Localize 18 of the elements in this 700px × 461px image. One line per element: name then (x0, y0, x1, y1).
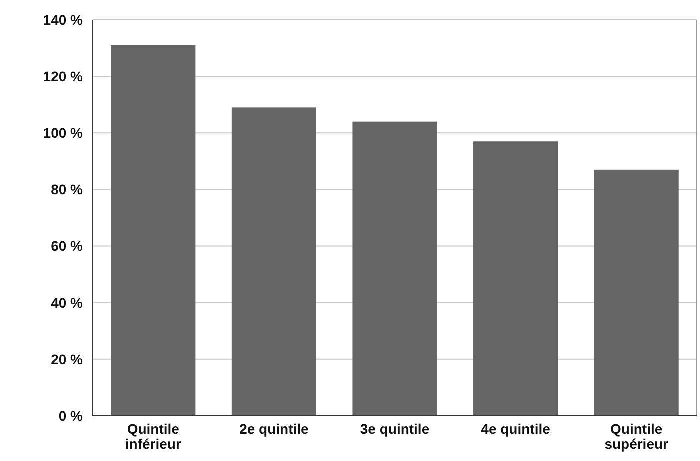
bar (232, 108, 316, 416)
y-tick-label: 40 % (51, 294, 84, 311)
y-tick-label: 140 % (43, 12, 84, 28)
y-tick-label: 80 % (51, 182, 84, 198)
x-tick-label: 2e quintile (240, 421, 310, 437)
x-tick-label: Quintile inférieur (125, 421, 182, 452)
bar (594, 170, 679, 416)
x-tick-label: Quintile supérieur (604, 421, 670, 452)
bar (111, 45, 196, 416)
bar (352, 122, 438, 416)
y-tick-label: 100 % (43, 125, 84, 142)
y-tick-label: 0 % (58, 408, 84, 424)
x-tick-label: 4e quintile (481, 421, 551, 437)
x-tick-label: 3e quintile (360, 421, 430, 437)
y-tick-label: 120 % (43, 68, 84, 84)
y-tick-label: 60 % (51, 238, 84, 254)
bar (474, 142, 558, 416)
y-tick-label: 20 % (51, 351, 84, 368)
